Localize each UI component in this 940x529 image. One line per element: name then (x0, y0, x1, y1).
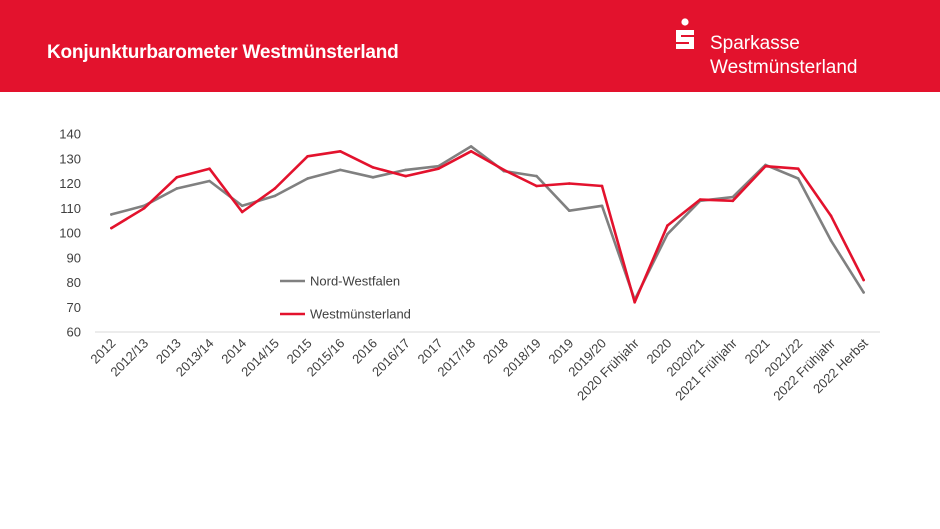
brand-name: Sparkasse Westmünsterland (710, 32, 858, 80)
data-point (339, 150, 342, 153)
legend-label: Nord-Westfalen (310, 274, 400, 289)
y-tick-label: 90 (67, 250, 81, 265)
legend-label: Westmünsterland (310, 307, 411, 322)
data-point (862, 291, 865, 294)
data-point (273, 187, 277, 190)
data-point (469, 145, 473, 148)
series-line-westmuensterland (110, 149, 865, 304)
data-point (404, 168, 408, 172)
data-point (502, 168, 506, 172)
data-point (371, 176, 375, 179)
data-point (273, 194, 277, 198)
data-point (829, 214, 833, 217)
data-point (306, 177, 309, 180)
y-tick-label: 130 (59, 151, 81, 166)
data-point (829, 239, 833, 242)
y-tick-label: 100 (59, 226, 81, 241)
data-point (306, 154, 309, 158)
y-tick-label: 140 (59, 127, 81, 142)
brand-line-1: Sparkasse (710, 33, 800, 54)
data-point (142, 206, 146, 210)
data-point (796, 167, 800, 170)
data-point (633, 301, 636, 304)
data-point (208, 179, 211, 183)
data-point (567, 209, 571, 213)
data-point (437, 167, 440, 170)
page-title: Konjunkturbarometer Westmünsterland (47, 42, 399, 63)
data-point (600, 184, 604, 188)
sparkasse-s-icon (676, 18, 694, 49)
data-point (862, 278, 865, 282)
data-point (339, 168, 342, 172)
data-point (666, 224, 669, 227)
data-point (469, 150, 473, 153)
data-point (796, 177, 800, 180)
data-point (731, 195, 735, 199)
data-point (110, 213, 113, 216)
data-point (535, 184, 538, 188)
y-tick-label: 110 (60, 201, 81, 216)
y-tick-label: 60 (67, 325, 81, 340)
data-point (698, 198, 702, 201)
data-point (404, 174, 408, 178)
y-tick-label: 70 (67, 300, 81, 315)
data-point (731, 199, 735, 203)
data-point (110, 226, 113, 230)
data-point (208, 167, 211, 170)
series-line-nord-westfalen (110, 145, 865, 302)
y-tick-label: 120 (59, 176, 81, 191)
data-point (764, 164, 767, 168)
header-bar: Konjunkturbarometer Westmünsterland Spar… (0, 0, 940, 92)
data-point (666, 232, 669, 236)
data-point (175, 176, 179, 179)
data-point (371, 166, 375, 169)
data-point (567, 182, 571, 185)
brand-line-2: Westmünsterland (710, 57, 858, 78)
y-tick-label: 80 (67, 275, 81, 290)
data-point (240, 204, 244, 208)
data-point (535, 174, 538, 178)
data-point (600, 204, 604, 208)
data-point (437, 164, 440, 168)
data-point (240, 210, 244, 214)
data-point (175, 187, 179, 190)
